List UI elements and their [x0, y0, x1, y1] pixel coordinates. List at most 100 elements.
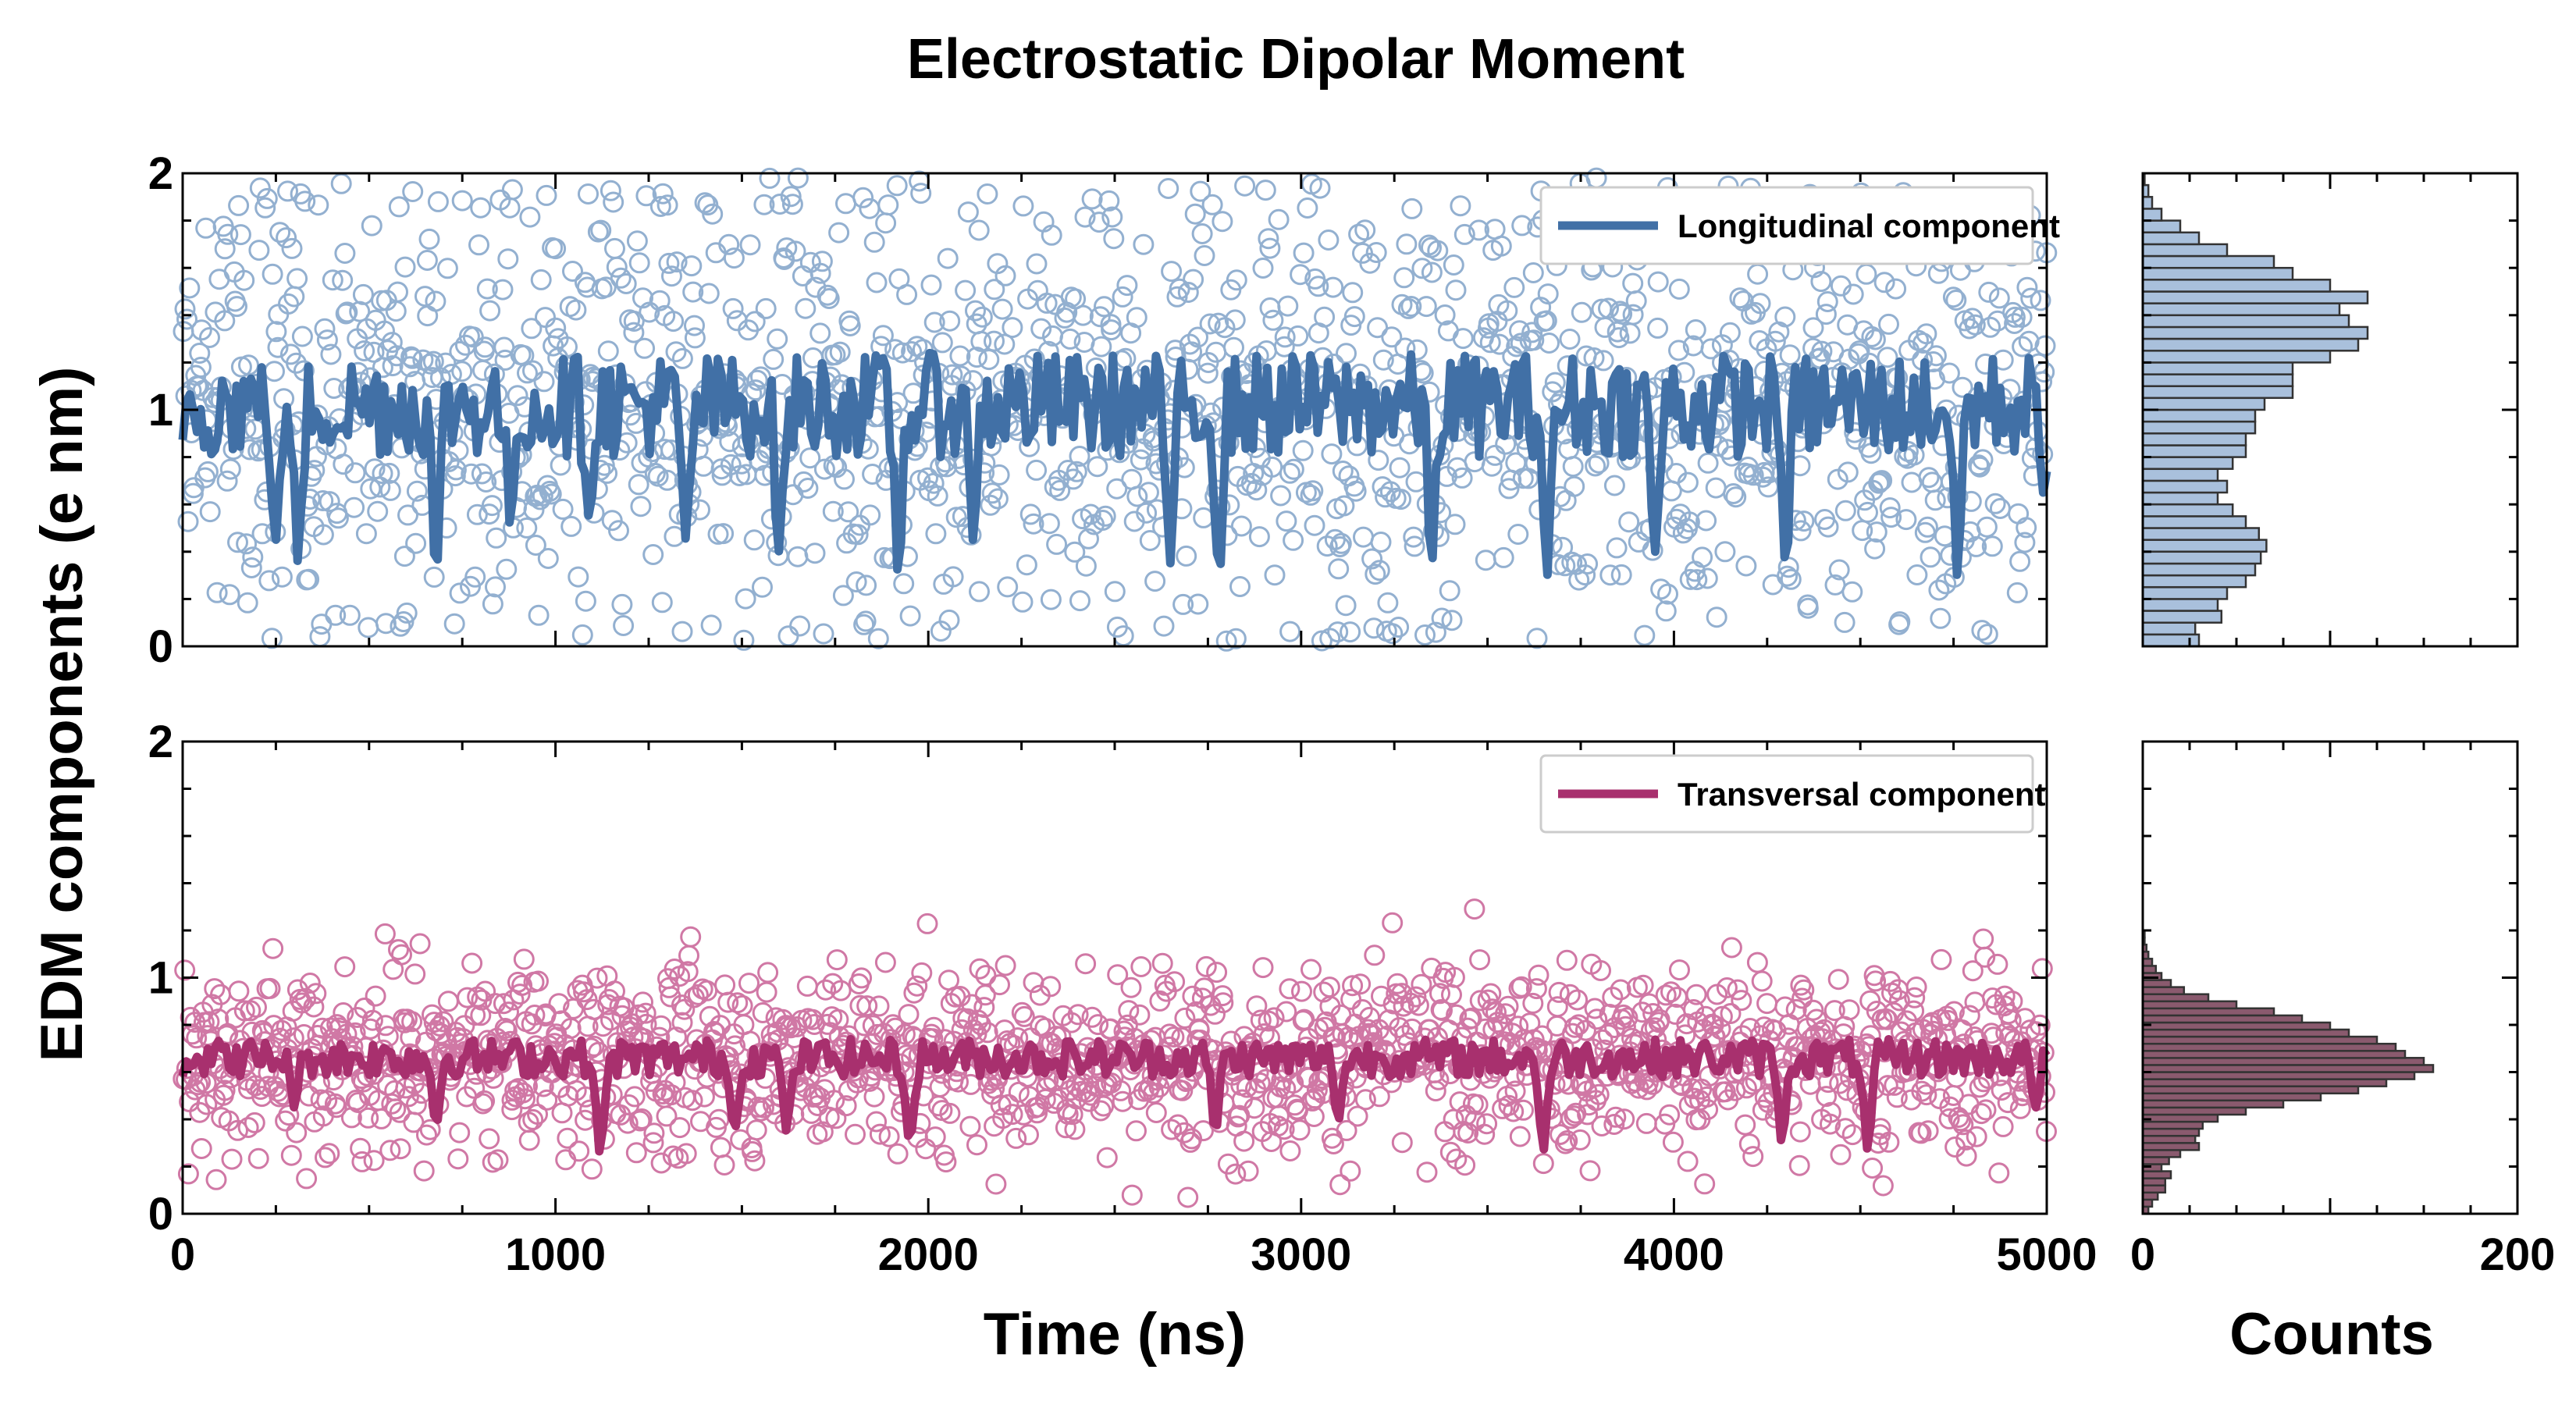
scatter-point	[1638, 993, 1660, 1015]
scatter-point	[1662, 1131, 1684, 1153]
scatter-point	[190, 357, 212, 378]
transversal-panel: 0 1 2 Transversal component	[148, 717, 2519, 1240]
scatter-point	[568, 1140, 590, 1162]
scatter-point	[1431, 607, 1453, 629]
scatter-point	[1497, 995, 1519, 1017]
scatter-point	[271, 566, 293, 588]
scatter-point	[479, 1128, 500, 1150]
scatter-point	[1955, 1145, 1977, 1167]
scatter-point	[1485, 1001, 1507, 1023]
scatter-point	[1785, 998, 1807, 1020]
scatter-point	[1474, 1123, 1496, 1145]
scatter-point	[237, 1117, 259, 1138]
scatter-point	[432, 1011, 454, 1033]
scatter-point	[1126, 307, 1147, 329]
scatter-point	[247, 1147, 269, 1169]
scatter-point	[1999, 1026, 2020, 1047]
scatter-point	[938, 609, 960, 631]
histogram-bar	[2141, 1064, 2435, 1073]
scatter-point	[1279, 621, 1301, 642]
scatter-point	[832, 585, 854, 606]
scatter-point	[949, 345, 971, 367]
scatter-point	[1136, 502, 1158, 524]
scatter-point	[350, 1137, 372, 1159]
histogram-bar	[2141, 350, 2332, 364]
scatter-point	[509, 984, 531, 1005]
scatter-point	[1454, 1154, 1476, 1176]
scatter-point	[680, 926, 702, 948]
scatter-point	[1928, 579, 1950, 601]
scatter-point	[632, 991, 653, 1013]
scatter-point	[314, 318, 336, 340]
scatter-point	[2004, 306, 2026, 328]
scatter-point	[575, 590, 596, 612]
scatter-point	[1971, 620, 1993, 642]
scatter-point	[877, 194, 899, 216]
scatter-point	[1571, 301, 1592, 323]
scatter-point	[1359, 252, 1381, 274]
histogram-bar	[2141, 1078, 2388, 1087]
scatter-point	[1098, 190, 1120, 212]
scatter-point	[893, 573, 915, 595]
scatter-point	[329, 1017, 350, 1039]
scatter-point	[1258, 228, 1279, 250]
scatter-point	[1579, 1160, 1601, 1182]
histogram-bar	[2141, 279, 2332, 293]
scatter-point	[1427, 240, 1449, 261]
scatter-point	[476, 278, 498, 300]
scatter-point	[472, 360, 493, 381]
scatter-point	[723, 247, 745, 269]
scatter-point	[1332, 461, 1354, 482]
scatter-point	[1197, 362, 1219, 384]
histogram-bar	[2141, 1099, 2285, 1109]
scatter-point	[1165, 340, 1187, 361]
histogram-bar	[2141, 1163, 2163, 1172]
scatter-point	[251, 523, 273, 545]
scatter-point	[994, 265, 1016, 286]
scatter-point	[1145, 1102, 1167, 1123]
scatter-point	[258, 570, 280, 592]
scatter-point	[1685, 319, 1706, 340]
scatter-point	[555, 1149, 577, 1171]
scatter-point	[717, 991, 739, 1013]
scatter-point	[177, 510, 199, 532]
scatter-point	[1904, 987, 1926, 1008]
scatter-point	[219, 458, 241, 480]
scatter-point	[315, 1147, 336, 1168]
scatter-point	[1467, 1094, 1489, 1115]
histogram-bar	[2141, 290, 2369, 304]
scatter-point	[1322, 1133, 1344, 1154]
scatter-point	[415, 286, 436, 308]
scatter-point	[1407, 994, 1429, 1016]
histogram-bar	[2141, 385, 2294, 400]
scatter-point	[278, 293, 299, 315]
scatter-point	[1074, 206, 1096, 228]
scatter-point	[661, 265, 682, 287]
scatter-point	[227, 1119, 248, 1141]
scatter-point	[1916, 323, 1937, 345]
scatter-point	[977, 183, 998, 205]
scatter-point	[1532, 1025, 1553, 1047]
scatter-point	[447, 1148, 469, 1170]
scatter-point	[1446, 1004, 1468, 1026]
scatter-point	[236, 533, 258, 555]
scatter-point	[1659, 1104, 1681, 1126]
scatter-point	[417, 305, 439, 327]
scatter-point	[1457, 1122, 1479, 1144]
scatter-point	[1727, 979, 1749, 1001]
scatter-point	[671, 347, 693, 369]
scatter-point	[743, 529, 765, 551]
scatter-point	[494, 1018, 516, 1039]
scatter-point	[1229, 576, 1251, 597]
scatter-point	[966, 1023, 987, 1045]
scatter-point	[1521, 322, 1543, 343]
scatter-point	[535, 307, 556, 329]
scatter-point	[1916, 516, 1938, 538]
scatter-point	[1190, 180, 1212, 202]
scatter-point	[1401, 197, 1423, 219]
scatter-point	[978, 349, 1000, 371]
scatter-point	[1246, 479, 1268, 501]
scatter-point	[1225, 1163, 1247, 1185]
scatter-point	[1647, 271, 1669, 293]
legend: Transversal component	[1539, 754, 2046, 834]
